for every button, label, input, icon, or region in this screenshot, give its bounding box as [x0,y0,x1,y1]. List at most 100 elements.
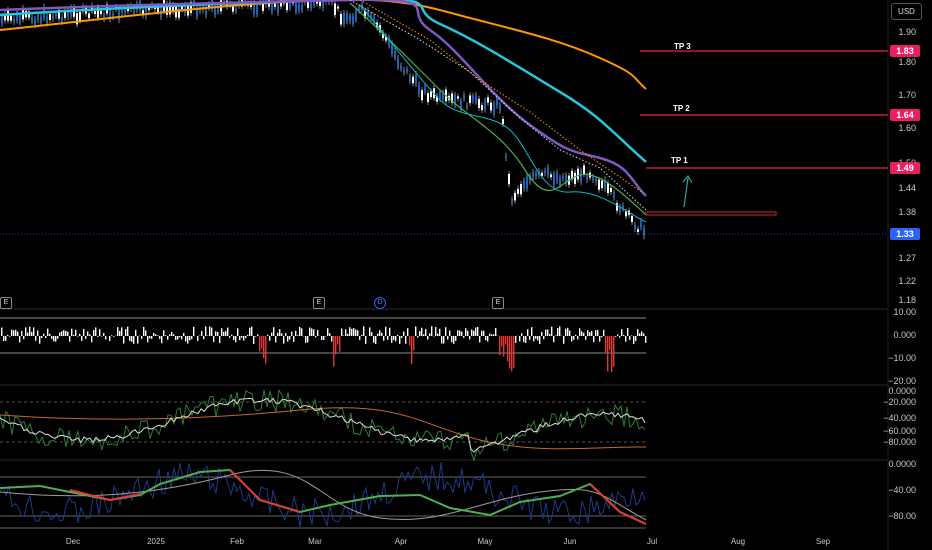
histogram-bar [391,336,393,343]
histogram-bar [173,334,175,336]
histogram-bar [205,326,207,336]
candle [88,13,90,19]
candle [604,179,606,189]
histogram-bar [551,326,553,336]
candle [421,90,423,101]
histogram-bar [379,330,381,336]
osc3-red-segment [589,483,647,525]
candle [37,14,39,21]
earnings-event-icon[interactable]: E [0,297,12,309]
histogram-bar [331,336,333,342]
candle [133,10,135,14]
histogram-bar [419,331,421,336]
candle [472,96,474,101]
histogram-bar [341,328,343,336]
histogram-bar [599,336,601,342]
histogram-bar [37,330,39,336]
price-axis-label: 1.90 [898,27,916,37]
candle [526,176,528,189]
candle [640,221,642,228]
histogram-bar [455,336,457,342]
candle [295,0,297,13]
histogram-bar [281,333,283,336]
histogram-bar [447,336,449,340]
histogram-bar [415,326,417,336]
histogram-bar [351,328,353,336]
histogram-bar [401,336,403,338]
time-axis-label: 2025 [147,537,165,546]
histogram-bar [13,330,15,336]
candle [13,19,15,22]
histogram-bar [623,335,625,336]
histogram-bar [263,336,265,359]
histogram-bar [103,332,105,336]
histogram-bar [15,329,17,336]
histogram-bar [61,331,63,336]
currency-button[interactable]: USD [891,3,922,20]
histogram-bar [615,336,617,337]
candle [181,6,183,10]
candle [388,37,390,46]
histogram-bar [161,336,163,344]
candle [571,170,573,180]
histogram-bar [327,328,329,336]
histogram-bar [509,336,511,369]
histogram-bar [589,332,591,336]
candle [55,13,57,17]
candle [415,73,417,84]
histogram-bar [145,330,147,336]
histogram-bar [251,326,253,336]
histogram-bar [71,328,73,336]
histogram-bar [101,336,103,337]
histogram-bar [211,327,213,336]
histogram-bar [637,329,639,336]
candle [313,1,315,5]
candle [16,11,18,21]
histogram-bar [127,326,129,336]
candle [562,176,564,179]
candle [631,215,633,223]
osc2-axis-label: −40.000 [883,413,916,423]
histogram-bar [293,336,295,343]
candle [352,15,354,24]
histogram-bar [169,334,171,336]
histogram-bar [363,326,365,336]
histogram-bar [397,334,399,336]
histogram-bar [423,334,425,336]
candle [157,6,159,12]
histogram-bar [305,336,307,343]
histogram-bar [585,336,587,340]
candle [94,11,96,14]
candle [394,51,396,58]
osc2-white-line [0,397,646,453]
dividend-event-icon[interactable]: D [374,297,386,309]
histogram-bar [225,331,227,336]
histogram-bar [129,336,131,341]
histogram-bar [25,327,27,336]
candle [31,16,33,22]
price-axis-label: 1.70 [898,90,916,100]
histogram-bar [285,333,287,336]
candle [637,229,639,232]
candle [466,105,468,108]
candle [178,9,180,18]
candle [253,3,255,15]
earnings-event-icon[interactable]: E [313,297,325,309]
earnings-event-icon[interactable]: E [492,297,504,309]
histogram-bar [59,332,61,336]
histogram-bar [95,327,97,336]
osc3-red-segment [229,469,301,513]
histogram-bar [593,336,595,343]
candle [511,199,513,204]
histogram-bar [91,336,93,343]
histogram-bar [167,336,169,340]
histogram-bar [315,336,317,338]
candle [358,7,360,11]
histogram-bar [87,331,89,336]
candle [610,188,612,193]
tp3-price-tag: 1.83 [890,45,920,57]
price-axis-label: 1.27 [898,253,916,263]
osc3-gray-line [0,469,647,521]
candle [607,182,609,193]
